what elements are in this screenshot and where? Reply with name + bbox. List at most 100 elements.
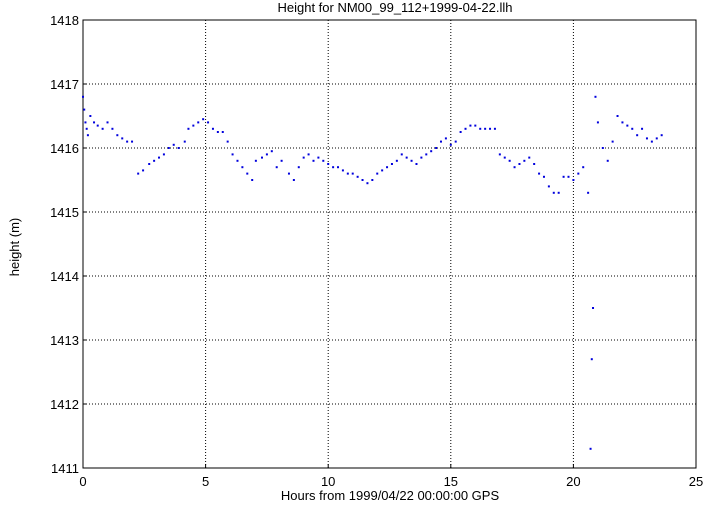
data-point <box>621 121 624 124</box>
data-point <box>221 131 224 133</box>
data-point <box>371 179 374 181</box>
x-tick-label: 10 <box>321 474 335 489</box>
data-point <box>513 166 516 169</box>
data-point <box>498 153 501 156</box>
data-point <box>366 182 369 185</box>
data-point <box>177 147 180 149</box>
data-point <box>390 163 393 165</box>
x-tick-label: 15 <box>444 474 458 489</box>
y-axis-label: height (m) <box>7 218 22 277</box>
data-point <box>650 140 653 143</box>
data-point <box>211 127 214 130</box>
data-point <box>386 166 389 169</box>
data-point <box>332 166 335 169</box>
data-point <box>337 166 340 169</box>
data-point <box>82 95 84 98</box>
data-point <box>116 134 119 137</box>
data-point <box>528 156 531 159</box>
data-point <box>254 159 257 162</box>
data-point <box>280 159 283 162</box>
x-tick-label: 25 <box>689 474 703 489</box>
data-point <box>594 95 597 98</box>
data-point <box>596 121 599 124</box>
data-point <box>361 179 364 181</box>
data-point <box>493 127 496 130</box>
data-point <box>376 172 379 175</box>
data-point <box>479 127 482 130</box>
data-point <box>207 121 210 124</box>
data-point <box>148 163 151 165</box>
data-point <box>552 191 555 194</box>
data-point <box>270 150 273 153</box>
y-tick-label: 1415 <box>50 205 79 220</box>
data-point <box>292 179 295 181</box>
data-point <box>89 115 92 117</box>
data-point <box>449 143 452 146</box>
data-point <box>246 172 249 175</box>
data-point <box>341 169 344 172</box>
data-point <box>251 179 254 181</box>
y-tick-label: 1414 <box>50 269 79 284</box>
data-point <box>631 127 634 130</box>
data-point <box>626 124 629 127</box>
data-point <box>322 159 325 162</box>
x-tick-label: 5 <box>202 474 209 489</box>
data-point <box>474 124 477 127</box>
data-point <box>351 172 354 175</box>
data-point <box>459 131 462 133</box>
axis-ticks: 0 5 10 15 20 25 1411 1412 1413 1414 1415 1416 1417 14… <box>50 13 703 489</box>
data-point <box>503 156 506 159</box>
plot-frame <box>82 19 697 469</box>
data-point <box>582 166 585 169</box>
y-tick-label: 1417 <box>50 77 79 92</box>
data-point <box>121 137 124 140</box>
data-point <box>83 108 86 111</box>
data-point <box>415 163 418 165</box>
data-point <box>636 134 639 137</box>
data-point <box>153 159 156 162</box>
data-point <box>236 159 239 162</box>
data-point <box>589 447 592 450</box>
data-point <box>307 153 310 156</box>
data-point <box>111 127 114 130</box>
data-point <box>158 156 161 159</box>
data-point <box>572 179 575 181</box>
data-point <box>439 140 442 143</box>
data-point <box>86 134 89 137</box>
data-point <box>489 127 492 130</box>
data-point <box>202 118 205 121</box>
y-tick-label: 1413 <box>50 333 79 348</box>
y-tick-label: 1416 <box>50 141 79 156</box>
data-point <box>106 121 109 124</box>
data-point <box>547 185 550 188</box>
data-point <box>577 172 580 175</box>
x-tick-label: 20 <box>566 474 580 489</box>
data-point <box>312 159 315 162</box>
data-point <box>616 115 619 117</box>
data-point <box>430 150 433 153</box>
data-point <box>562 175 565 178</box>
data-point <box>265 153 268 156</box>
data-point <box>641 127 644 130</box>
data-point <box>660 134 663 137</box>
data-point <box>216 131 219 133</box>
data-point <box>84 121 87 124</box>
data-point <box>611 140 614 143</box>
data-point <box>410 159 413 162</box>
data-point <box>96 124 99 127</box>
data-point <box>346 172 349 175</box>
data-point <box>645 137 648 140</box>
data-point <box>381 169 384 172</box>
data-point <box>420 156 423 159</box>
data-point <box>197 121 200 124</box>
data-points <box>82 95 663 450</box>
data-point <box>590 358 593 361</box>
y-tick-label: 1412 <box>50 397 79 412</box>
data-point <box>508 159 511 162</box>
data-point <box>601 147 604 149</box>
data-point <box>167 147 170 149</box>
data-point <box>454 140 457 143</box>
data-point <box>302 156 305 159</box>
data-point <box>327 163 330 165</box>
